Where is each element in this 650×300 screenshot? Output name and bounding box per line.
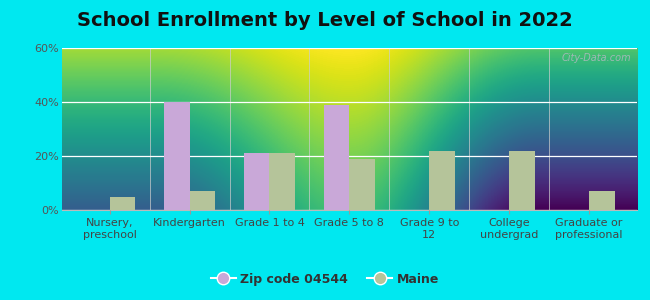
Bar xyxy=(244,153,270,210)
Bar xyxy=(589,191,615,210)
Legend: Zip code 04544, Maine: Zip code 04544, Maine xyxy=(205,268,445,291)
Bar xyxy=(324,105,350,210)
Bar xyxy=(110,196,135,210)
Bar xyxy=(509,151,535,210)
Text: City-Data.com: City-Data.com xyxy=(562,53,631,63)
Bar xyxy=(190,191,215,210)
Bar xyxy=(270,153,295,210)
Bar xyxy=(164,102,190,210)
Bar xyxy=(429,151,455,210)
Text: School Enrollment by Level of School in 2022: School Enrollment by Level of School in … xyxy=(77,11,573,29)
Bar xyxy=(350,159,375,210)
